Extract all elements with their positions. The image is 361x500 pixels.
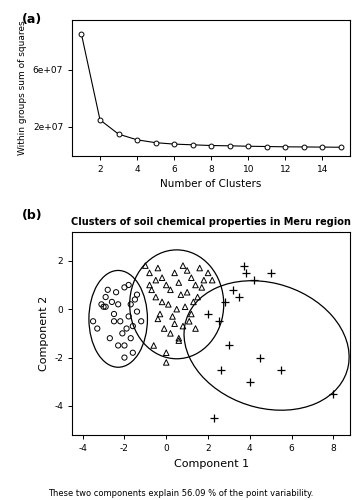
Point [124,324,130,332]
Point [115,342,121,349]
Point [130,348,136,356]
Point [119,330,125,338]
Point [111,310,117,318]
Point [197,264,203,272]
Point [205,269,211,277]
Point [159,274,165,281]
Point [188,310,194,318]
Point [126,281,131,289]
Point [268,269,274,277]
Point [122,284,127,292]
Point [176,334,182,342]
Point [164,281,169,289]
Point [184,266,190,274]
Point [155,264,161,272]
Point [143,262,148,270]
Point [178,290,184,298]
Point [164,358,169,366]
Point [94,324,100,332]
Point [164,348,169,356]
Text: (a): (a) [22,13,42,26]
Point [111,318,117,326]
Point [126,312,131,320]
Point [147,269,152,277]
Point [257,354,263,362]
Point [128,334,134,342]
Point [159,298,165,306]
Point [172,269,178,277]
Point [149,286,155,294]
Point [170,312,175,320]
Point [230,286,236,294]
Text: (b): (b) [22,210,43,222]
Point [176,336,182,344]
Point [174,305,179,313]
Point [241,262,247,270]
Point [176,278,182,286]
Point [134,308,140,316]
Point [168,330,173,338]
Point [180,262,186,270]
Point [172,320,178,328]
Point [157,310,163,318]
Point [122,354,127,362]
Point [193,281,199,289]
Point [103,302,109,310]
Point [216,318,221,326]
Point [105,286,110,294]
Point [115,300,121,308]
Point [193,324,199,332]
Point [153,293,159,301]
X-axis label: Number of Clusters: Number of Clusters [161,179,262,189]
Point [236,293,242,301]
Point [138,318,144,326]
Point [101,302,106,310]
Point [201,276,207,284]
Point [147,281,152,289]
Point [247,378,253,386]
Point [331,390,336,398]
Point [161,324,167,332]
Point [155,315,161,323]
Point [113,288,119,296]
Point [117,318,123,326]
Point [134,290,140,298]
Title: Clusters of soil chemical properties in Meru region: Clusters of soil chemical properties in … [71,217,351,227]
Point [195,293,200,301]
Point [212,414,217,422]
Point [180,322,186,330]
Point [151,342,157,349]
Point [90,318,96,326]
Point [251,276,257,284]
X-axis label: Component 1: Component 1 [174,458,249,468]
Point [182,302,188,310]
Point [218,366,223,374]
Point [191,298,196,306]
Point [109,298,115,306]
Point [128,300,134,308]
Y-axis label: Within groups sum of squares: Within groups sum of squares [18,20,27,155]
Point [132,296,138,304]
Point [186,318,192,326]
Point [184,288,190,296]
Point [278,366,284,374]
Point [243,269,249,277]
Point [122,342,127,349]
Point [226,342,232,349]
Point [165,300,171,308]
Point [99,300,104,308]
Point [205,310,211,318]
Point [103,293,109,301]
Text: These two components explain 56.09 % of the point variability.: These two components explain 56.09 % of … [48,488,313,498]
Point [168,286,173,294]
Point [188,274,194,281]
Point [107,334,113,342]
Point [153,276,159,284]
Point [222,298,228,306]
Point [199,284,205,292]
Y-axis label: Component 2: Component 2 [39,296,49,371]
Point [209,276,215,284]
Point [130,322,136,330]
